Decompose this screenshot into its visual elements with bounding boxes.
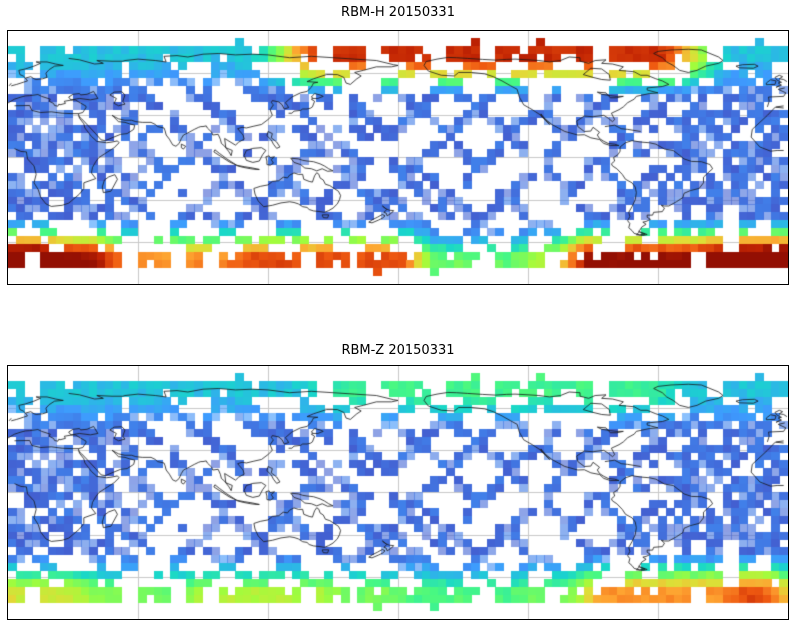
panel-title-rbm-z: RBM-Z 20150331 — [341, 343, 455, 358]
panel-title-rbm-h: RBM-H 20150331 — [341, 5, 455, 20]
map-canvas-rbm-z — [8, 366, 788, 619]
map-canvas-rbm-h — [8, 31, 788, 284]
